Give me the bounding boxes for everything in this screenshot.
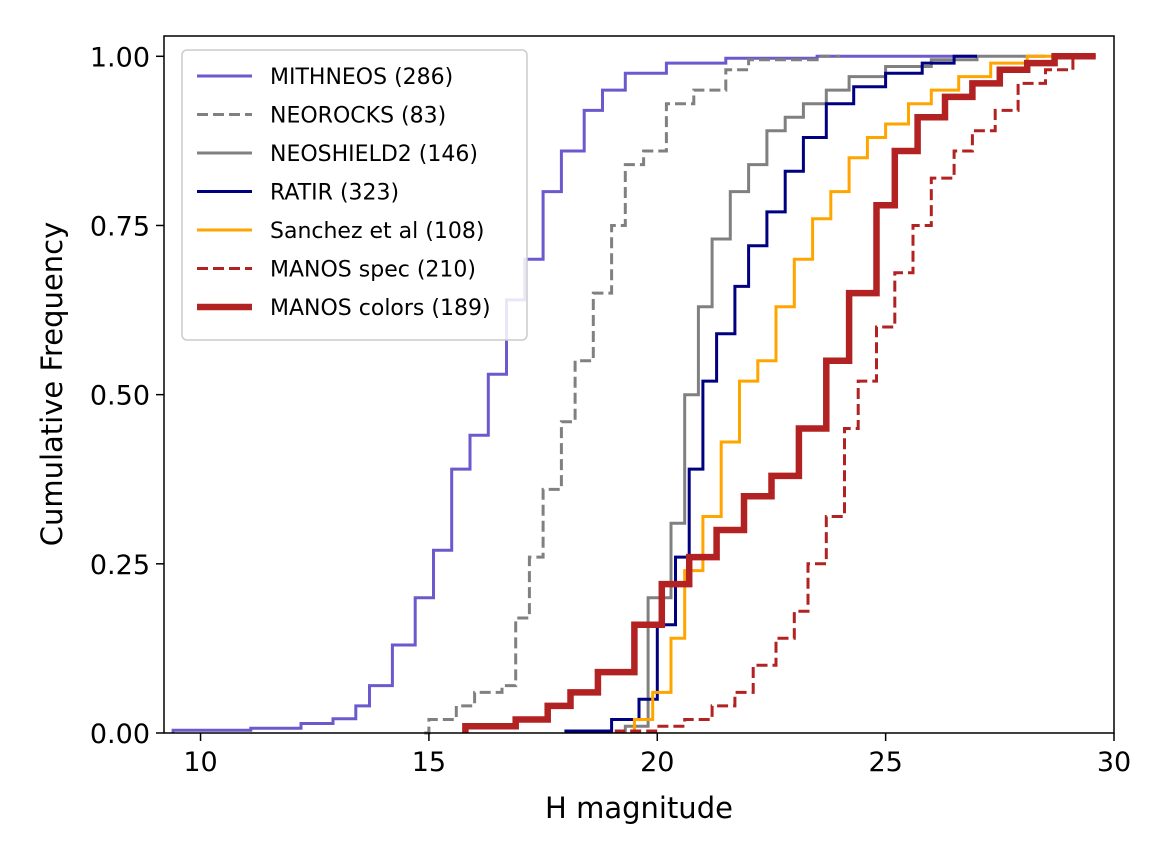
y-tick-label: 0.25 xyxy=(90,550,150,581)
legend-label: MANOS spec (210) xyxy=(270,258,476,283)
x-tick-label: 30 xyxy=(1097,747,1131,778)
series-line-2 xyxy=(424,54,840,735)
series-line-7 xyxy=(462,53,1096,733)
y-tick-label: 0.50 xyxy=(90,381,150,412)
legend-frame xyxy=(181,49,528,341)
x-tick-label: 25 xyxy=(868,747,902,778)
legend-label: MITHNEOS (286) xyxy=(270,65,453,90)
x-tick-label: 20 xyxy=(640,747,674,778)
x-tick-label: 15 xyxy=(412,747,446,778)
series-line-3 xyxy=(623,54,1046,733)
series-layer xyxy=(171,53,1096,735)
x-tick-label: 10 xyxy=(183,747,217,778)
legend-label: Sanchez et al (108) xyxy=(270,219,484,244)
y-axis-label: Cumulative Frequency xyxy=(35,222,69,547)
plot-frame xyxy=(163,35,1115,734)
series-line-6 xyxy=(614,54,1096,733)
y-tick-label: 0.00 xyxy=(90,719,150,750)
y-tick-label: 0.75 xyxy=(90,211,150,242)
y-axis: 0.00 0.25 0.50 0.75 1.00 xyxy=(90,42,164,750)
legend-label: NEOROCKS (83) xyxy=(270,104,446,129)
series-line-1 xyxy=(171,54,977,733)
y-tick-label: 1.00 xyxy=(90,42,150,73)
x-axis: 10 15 20 25 30 xyxy=(183,733,1131,778)
legend: MITHNEOS (286) NEOROCKS (83) NEOSHIELD2 (1… xyxy=(181,49,528,341)
series-line-4 xyxy=(564,54,977,733)
legend-label: RATIR (323) xyxy=(270,181,399,206)
legend-label: MANOS colors (189) xyxy=(270,296,491,321)
x-axis-label: H magnitude xyxy=(545,791,733,825)
legend-label: NEOSHIELD2 (146) xyxy=(270,142,478,167)
series-line-5 xyxy=(632,54,1069,733)
